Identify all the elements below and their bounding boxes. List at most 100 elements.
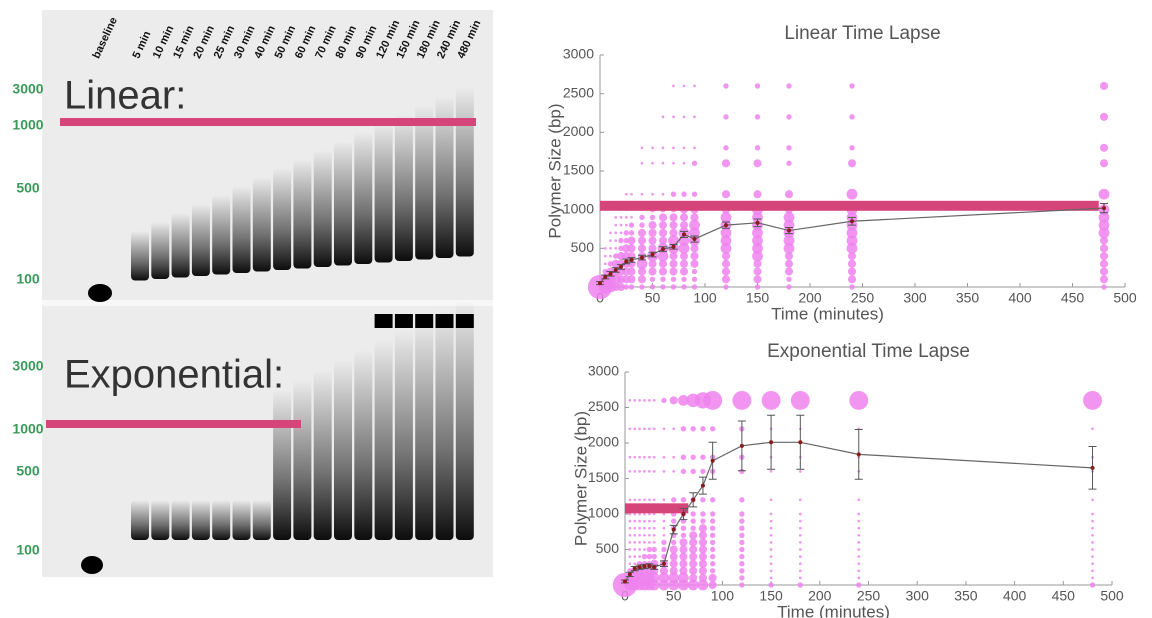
bubble (752, 227, 763, 239)
bubble (752, 235, 763, 247)
bubble (680, 532, 687, 538)
bubble (652, 399, 656, 402)
y-tick-label: 500 (571, 239, 595, 255)
bubble (643, 455, 646, 459)
bubble (689, 538, 698, 547)
bubble (648, 470, 651, 473)
bubble (652, 427, 656, 431)
bubble (693, 84, 696, 88)
ladder-label: 500 (16, 463, 40, 479)
chart-title: Linear Time Lapse (784, 23, 940, 44)
bubble (708, 573, 717, 582)
bubble (709, 518, 716, 524)
reference-band (600, 200, 1099, 211)
bubble (628, 548, 632, 551)
bubble (619, 223, 623, 227)
bubble (709, 546, 716, 553)
bubble (614, 246, 618, 250)
bubble (798, 533, 802, 537)
mean-point (608, 271, 613, 276)
bubble (709, 511, 716, 517)
bubble (672, 455, 676, 459)
bubble (678, 572, 689, 584)
bubble (857, 569, 861, 573)
chart-title: Exponential Time Lapse (767, 341, 970, 362)
ladder-label: 100 (16, 542, 40, 558)
bubble (739, 553, 745, 560)
bubble (638, 533, 641, 537)
gel-smear (374, 340, 393, 540)
bubble (669, 566, 678, 575)
bubble (754, 114, 761, 120)
bubble (709, 561, 716, 567)
bubble (637, 236, 647, 245)
x-tick-label: 300 (906, 588, 930, 604)
mean-point (647, 563, 652, 568)
bubble (633, 555, 637, 558)
ladder-label: 1000 (12, 421, 43, 437)
bubble (703, 390, 723, 410)
bubble (798, 541, 802, 544)
bubble (628, 470, 632, 473)
bubble (661, 192, 665, 196)
bubble (709, 525, 716, 531)
bubble (668, 572, 680, 584)
gel-marker (46, 420, 301, 428)
bubble (847, 259, 857, 268)
bubble (662, 470, 666, 473)
y-tick-label: 500 (596, 540, 620, 556)
bubble (643, 512, 646, 516)
bubble (628, 427, 632, 431)
bubble (614, 216, 618, 219)
bubble (662, 512, 666, 516)
bubble (637, 275, 647, 284)
bubble (641, 553, 648, 560)
mean-point (691, 497, 696, 502)
bubble (679, 267, 689, 276)
bubble (614, 231, 618, 235)
mean-point (652, 565, 657, 570)
bubble (739, 497, 745, 503)
bubble (690, 259, 699, 268)
bubble (752, 250, 763, 262)
bubble (709, 553, 716, 560)
x-tick-label: 200 (808, 588, 832, 604)
bubble (1091, 519, 1094, 523)
bubble (648, 541, 651, 544)
bubble (633, 519, 637, 523)
bubble (786, 83, 792, 89)
bubble (624, 223, 628, 227)
ladder-label: 3000 (12, 358, 43, 374)
bubble (1089, 582, 1096, 588)
gel-smear (455, 300, 474, 540)
bubble (669, 552, 678, 561)
bubble (752, 242, 763, 254)
bubble (691, 160, 698, 166)
bubble (661, 115, 665, 119)
bubble (669, 259, 678, 268)
y-tick-label: 1000 (588, 505, 619, 521)
bubble (797, 582, 804, 588)
bubble (662, 498, 666, 502)
bubble (680, 426, 687, 432)
bubble (679, 221, 689, 230)
bubble (661, 397, 667, 404)
bubble (1099, 143, 1109, 152)
bubble (672, 427, 676, 431)
bubble (628, 526, 632, 530)
bubble (643, 470, 646, 473)
bubble (679, 259, 689, 268)
bubble (690, 511, 696, 517)
bubble (739, 582, 745, 588)
bubble (769, 519, 773, 523)
bubble (652, 455, 656, 459)
bubble (784, 190, 794, 199)
bubble (619, 216, 623, 219)
bubble (638, 548, 641, 551)
gel-smear (415, 320, 434, 540)
gel-smear (354, 350, 373, 540)
bubble (786, 114, 792, 120)
mean-point (598, 281, 602, 286)
bubble (628, 498, 632, 502)
ladder-label: 500 (16, 180, 40, 196)
